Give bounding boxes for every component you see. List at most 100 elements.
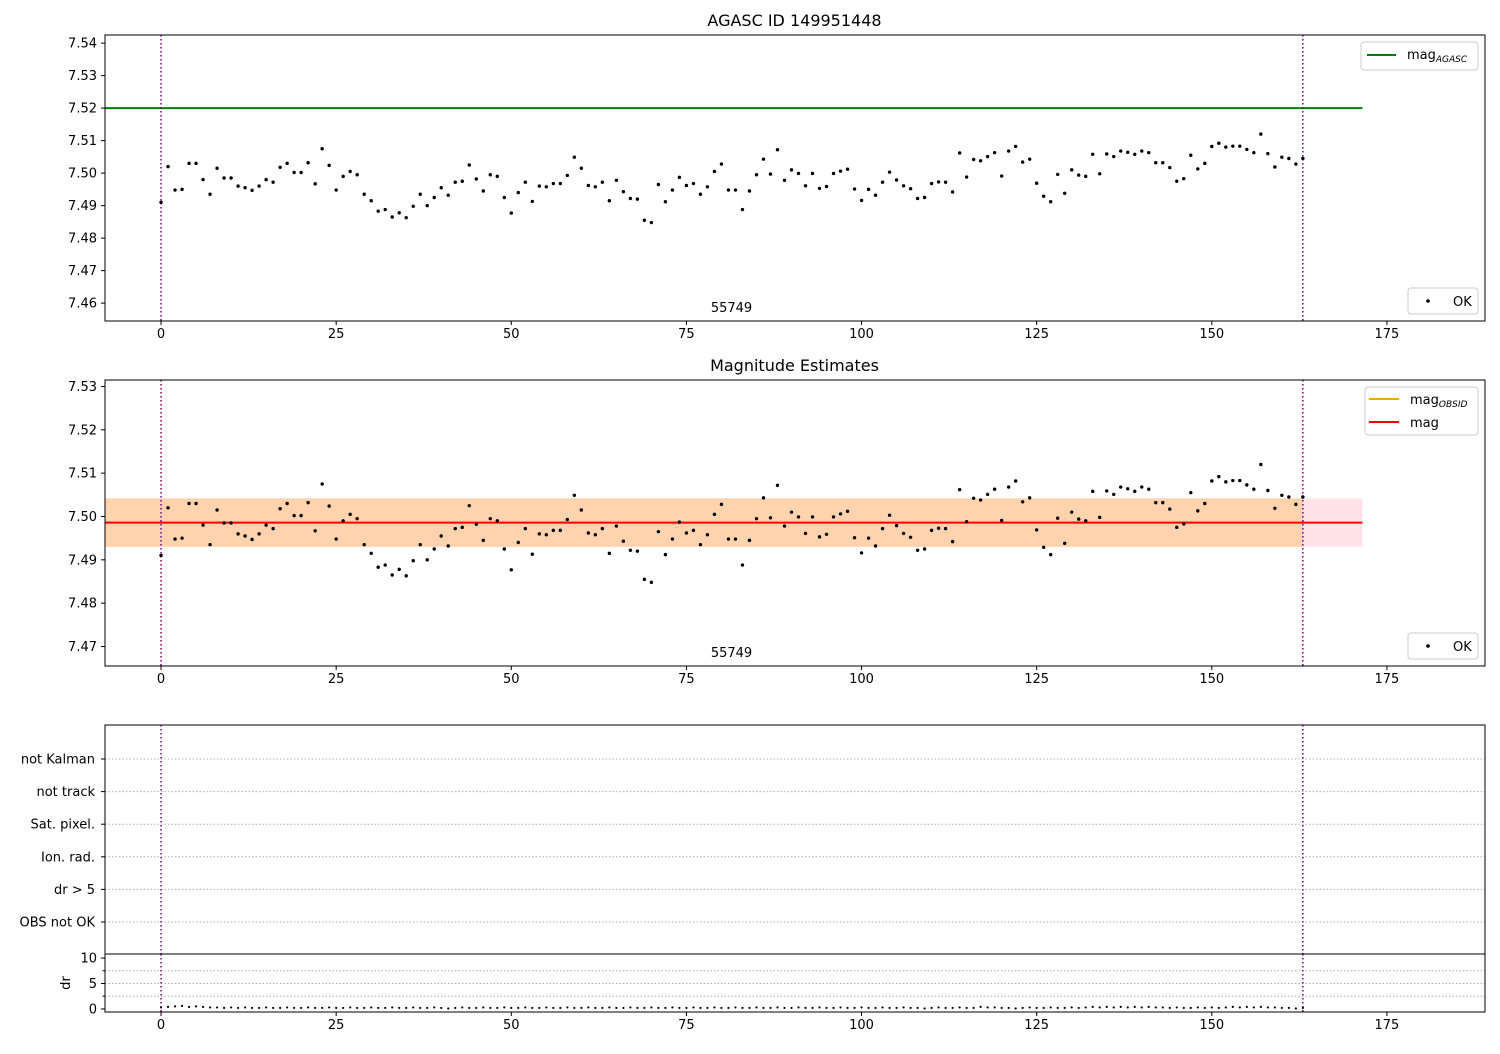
ok-point xyxy=(1070,510,1074,514)
ok-point xyxy=(1301,495,1305,499)
panel2-frame xyxy=(104,379,1486,667)
ok-point xyxy=(635,549,640,553)
ok-point xyxy=(845,167,850,171)
ok-point xyxy=(803,531,808,536)
ok-point xyxy=(1147,487,1151,491)
ok-point xyxy=(1280,493,1284,497)
ok-point xyxy=(796,171,801,176)
flags-panel: OBS not OK dr > 5 Ion. rad. Sat. pixel. not … xyxy=(20,724,1486,955)
ok-point xyxy=(516,540,520,545)
ok-point xyxy=(1224,480,1228,484)
ok-point xyxy=(390,573,394,577)
dr-point xyxy=(1147,1005,1150,1009)
dr-point xyxy=(447,1007,450,1010)
ok-point xyxy=(649,580,654,585)
ok-point xyxy=(383,563,387,567)
y-tick-label: 7.51 xyxy=(68,134,97,149)
dr-point xyxy=(538,1006,541,1010)
flag-category-label: not track xyxy=(36,785,95,800)
ok-point xyxy=(1245,147,1249,152)
x-tick-label: 100 xyxy=(849,1018,874,1033)
dr-point xyxy=(1252,1006,1255,1009)
x-tick-label: 75 xyxy=(678,1018,695,1033)
dr-point xyxy=(1259,1005,1262,1009)
ok-point xyxy=(733,537,738,541)
dr-point xyxy=(545,1006,548,1009)
ok-point xyxy=(1027,496,1032,500)
ok-point xyxy=(1238,144,1242,148)
ok-point xyxy=(509,211,513,215)
dr-point xyxy=(384,1006,387,1010)
dr-point xyxy=(1280,1006,1283,1010)
ok-point xyxy=(439,534,443,538)
x-tick-label: 150 xyxy=(1199,1018,1224,1033)
dr-point xyxy=(825,1006,828,1010)
x-tick-label: 25 xyxy=(328,1018,345,1033)
ok-point xyxy=(159,553,163,558)
dr-point xyxy=(1077,1006,1080,1010)
ok-point xyxy=(488,516,492,521)
ok-point xyxy=(278,165,282,169)
ok-point xyxy=(698,192,703,196)
y-tick-label: 7.54 xyxy=(68,37,97,52)
ok-point xyxy=(523,180,528,184)
panel1-annotation: 55749 xyxy=(711,301,752,316)
ok-point xyxy=(936,526,941,530)
ok-point xyxy=(194,501,198,506)
ok-point xyxy=(481,538,485,543)
ok-point xyxy=(1168,165,1172,170)
dr-point xyxy=(657,1006,660,1010)
dr-point xyxy=(1126,1006,1129,1009)
ok-point xyxy=(782,178,787,182)
x-tick-label: 0 xyxy=(157,327,165,342)
ok-point xyxy=(1161,500,1165,505)
ok-point xyxy=(936,180,941,184)
x-tick-label: 175 xyxy=(1375,672,1400,687)
x-tick-label: 75 xyxy=(678,327,695,342)
panel1-frame xyxy=(104,34,1486,322)
ok-point xyxy=(761,496,766,500)
ok-point xyxy=(264,177,268,182)
dr-point xyxy=(173,1005,177,1008)
ok-point xyxy=(768,516,773,520)
dr-point xyxy=(279,1006,282,1010)
ok-point xyxy=(1217,141,1221,145)
ok-point xyxy=(229,521,233,525)
x-tick-label: 75 xyxy=(678,672,695,687)
ok-point xyxy=(901,184,906,188)
ok-point xyxy=(236,184,240,188)
dr-point xyxy=(937,1006,940,1009)
y-tick-label: 7.50 xyxy=(68,510,97,525)
ok-point xyxy=(1224,145,1228,149)
dr-point xyxy=(440,1006,443,1010)
ok-point xyxy=(733,188,738,192)
ok-point xyxy=(194,161,198,166)
dr-point xyxy=(272,1006,275,1010)
ok-point xyxy=(1231,144,1235,148)
ok-point xyxy=(593,185,598,189)
dr-point xyxy=(1119,1005,1122,1009)
ok-point xyxy=(1259,132,1263,136)
ok-point xyxy=(845,509,850,513)
dr-point xyxy=(671,1006,674,1009)
dr-point xyxy=(706,1006,709,1010)
ok-point xyxy=(348,169,352,174)
ok-point xyxy=(1133,152,1137,156)
x-tick-label: 150 xyxy=(1199,327,1224,342)
legend-mag-obsid-label: magOBSID xyxy=(1410,393,1468,410)
ok-point xyxy=(999,174,1004,178)
ok-point xyxy=(831,515,836,519)
ok-point xyxy=(1147,150,1151,155)
ok-point xyxy=(1140,149,1144,153)
ok-point xyxy=(817,535,822,539)
ok-point xyxy=(852,536,857,540)
dr-point xyxy=(881,1006,884,1009)
ok-point xyxy=(1168,507,1172,511)
ok-point xyxy=(208,542,212,547)
x-tick-label: 175 xyxy=(1375,327,1400,342)
ok-point xyxy=(334,188,338,192)
dr-point xyxy=(1294,1007,1297,1010)
dr-point xyxy=(790,1006,793,1010)
ok-point xyxy=(1245,483,1249,487)
